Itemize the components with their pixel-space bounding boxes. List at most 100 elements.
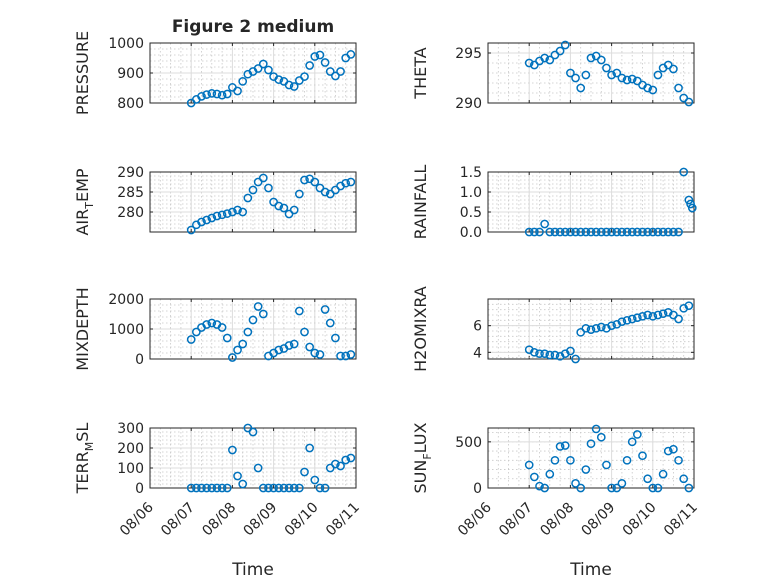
h2omixra-point <box>684 301 694 311</box>
airtemp-point <box>228 207 237 217</box>
sunflux-point <box>596 432 606 442</box>
h2omixra-y-tick-label: 6 <box>473 319 482 335</box>
terrmsl-point <box>305 443 314 453</box>
h2omixra-point <box>545 350 555 360</box>
terrmsl-x-tick-label: 08/06 <box>117 499 157 539</box>
airtemp-point <box>238 207 248 217</box>
pressure-point <box>253 64 263 73</box>
mixdepth-point <box>320 305 330 314</box>
sunflux-point <box>586 439 596 449</box>
h2omixra-point <box>643 310 653 320</box>
airtemp-panel: 280 285 290 AIRTEMP <box>73 165 357 236</box>
h2omixra-y-axis-label: H2OMIXRA <box>411 286 430 372</box>
pressure-point <box>336 67 345 76</box>
mixdepth-y-tick-label: 1000 <box>108 322 144 338</box>
sunflux-point <box>530 472 539 482</box>
pressure-point <box>212 89 222 99</box>
rainfall-panel: 0.0 0.5 1.0 1.5 RAINFALL <box>411 165 697 241</box>
mixdepth-point <box>238 339 248 349</box>
mixdepth-point <box>233 345 242 355</box>
sunflux-point <box>684 483 694 493</box>
sunflux-point <box>612 483 622 493</box>
h2omixra-point <box>530 347 539 357</box>
mixdepth-point <box>202 320 211 329</box>
h2omixra-point <box>627 314 637 324</box>
mixdepth-y-tick-label: 0 <box>135 352 144 368</box>
mixdepth-panel: 0 1000 2000 MIXDEPTH <box>73 287 357 371</box>
sunflux-point <box>653 483 663 493</box>
terrmsl-x-axis-label: Time <box>231 560 274 580</box>
mixdepth-point <box>346 350 356 359</box>
terrmsl-point <box>217 483 227 493</box>
theta-point <box>622 75 632 85</box>
theta-axes-frame <box>487 42 695 104</box>
mixdepth-point <box>248 315 258 325</box>
terrmsl-point <box>212 483 222 493</box>
sunflux-point <box>663 446 673 456</box>
sunflux-point <box>607 483 616 493</box>
sunflux-y-tick-label: 500 <box>455 435 482 451</box>
h2omixra-point <box>550 350 560 360</box>
mixdepth-point <box>192 327 201 337</box>
pressure-point <box>217 90 227 100</box>
theta-point <box>596 55 606 65</box>
terrmsl-point <box>300 467 309 477</box>
h2omixra-point <box>658 309 668 319</box>
pressure-point <box>264 65 273 75</box>
terrmsl-point <box>264 483 273 493</box>
theta-point <box>560 40 570 50</box>
h2omixra-point <box>638 311 647 321</box>
sunflux-point <box>545 469 555 479</box>
rainfall-y-axis-label: RAINFALL <box>411 165 430 240</box>
rainfall-point <box>550 227 560 237</box>
terrmsl-point <box>274 483 284 493</box>
mixdepth-point <box>336 351 345 361</box>
terrmsl-y-tick-label: 200 <box>117 441 144 457</box>
airtemp-point <box>295 189 304 199</box>
theta-point <box>545 55 555 65</box>
mixdepth-y-tick-label: 2000 <box>108 292 144 308</box>
terrmsl-point <box>253 463 263 473</box>
pressure-point <box>289 82 299 91</box>
theta-point <box>674 83 683 93</box>
sunflux-point <box>524 460 534 470</box>
h2omixra-point <box>581 323 591 333</box>
rainfall-point <box>686 199 695 209</box>
h2omixra-point <box>617 317 627 327</box>
airtemp-point <box>248 185 258 195</box>
rainfall-point <box>581 227 591 237</box>
rainfall-point <box>586 227 596 237</box>
h2omixra-point <box>648 311 658 321</box>
sunflux-x-axis-label: Time <box>569 560 612 580</box>
sunflux-point <box>617 479 627 488</box>
mixdepth-point <box>253 302 263 311</box>
mixdepth-point <box>217 323 227 332</box>
airtemp-point <box>346 177 356 187</box>
sunflux-point <box>679 474 689 484</box>
h2omixra-y-tick-label: 4 <box>473 345 482 361</box>
terrmsl-point <box>233 471 242 481</box>
mixdepth-point <box>186 335 196 344</box>
pressure-point <box>325 67 335 76</box>
terrmsl-point <box>238 479 248 489</box>
airtemp-point <box>243 193 253 203</box>
mixdepth-point <box>274 345 284 355</box>
sunflux-point <box>581 465 591 474</box>
mixdepth-point <box>258 309 268 319</box>
sunflux-point <box>622 455 632 465</box>
pressure-point <box>207 89 217 98</box>
theta-point <box>576 83 586 93</box>
rainfall-point <box>596 227 606 237</box>
rainfall-point <box>576 227 586 237</box>
pressure-point <box>284 80 294 90</box>
theta-y-tick-label: 295 <box>455 46 482 62</box>
h2omixra-point <box>535 349 544 359</box>
rainfall-point <box>684 195 694 205</box>
theta-point <box>555 46 565 56</box>
pressure-point <box>238 77 248 86</box>
theta-y-tick-label: 290 <box>455 96 482 112</box>
h2omixra-point <box>653 310 663 320</box>
rainfall-point <box>638 227 647 237</box>
airtemp-point <box>197 217 206 227</box>
terrmsl-point <box>284 483 294 493</box>
